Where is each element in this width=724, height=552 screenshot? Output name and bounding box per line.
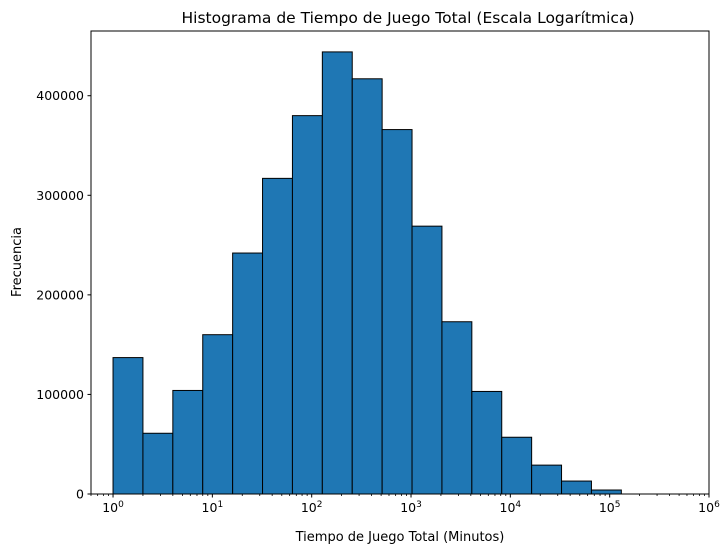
histogram-bar [202, 334, 234, 495]
y-tick-label: 0 [76, 487, 84, 502]
y-tick-label: 200000 [36, 287, 84, 302]
x-tick-exponent: 3 [416, 500, 422, 510]
x-tick-label: 101 [202, 500, 224, 515]
histogram-bar [411, 225, 443, 495]
x-tick-label: 104 [500, 500, 522, 515]
y-tick-label: 300000 [36, 188, 84, 203]
x-tick-base: 10 [698, 500, 714, 515]
histogram-bar [351, 78, 383, 495]
x-tick-exponent: 1 [217, 500, 223, 510]
histogram-bar [381, 129, 413, 495]
x-tick-base: 10 [301, 500, 317, 515]
histogram-bar [112, 357, 144, 495]
x-tick-base: 10 [102, 500, 118, 515]
plot-frame [90, 30, 710, 495]
x-tick-exponent: 5 [615, 500, 621, 510]
chart-title: Histograma de Tiempo de Juego Total (Esc… [181, 9, 634, 27]
histogram-bar [531, 464, 563, 495]
x-tick-label: 102 [301, 500, 323, 515]
x-tick-base: 10 [400, 500, 416, 515]
histogram-bar [441, 321, 473, 495]
x-axis-label: Tiempo de Juego Total (Minutos) [295, 530, 505, 545]
histogram-bar [172, 389, 204, 495]
x-tick-base: 10 [500, 500, 516, 515]
x-tick-exponent: 4 [515, 500, 521, 510]
y-axis-label: Frecuencia [10, 227, 25, 297]
histogram-bar [232, 252, 264, 495]
histogram-bar [501, 436, 533, 495]
x-tick-label: 100 [102, 500, 124, 515]
histogram-bar [471, 390, 503, 495]
histogram-bar [561, 480, 592, 495]
bars-layer [112, 51, 622, 495]
x-tick-base: 10 [599, 500, 615, 515]
x-tick-exponent: 6 [714, 500, 720, 510]
y-tick-label: 400000 [36, 88, 84, 103]
x-tick-exponent: 0 [118, 500, 124, 510]
histogram-bar [321, 51, 353, 495]
x-tick-label: 106 [698, 500, 720, 515]
histogram-bar [590, 489, 622, 495]
histogram-bar [262, 177, 293, 495]
x-tick-label: 105 [599, 500, 621, 515]
x-axis: 100 101 102 103 104 105 106 [90, 494, 720, 515]
histogram-bar [291, 115, 323, 495]
y-axis: 0 100000 200000 300000 400000 [36, 88, 91, 502]
x-tick-exponent: 2 [317, 500, 323, 510]
histogram-bar [142, 432, 174, 495]
y-tick-label: 100000 [36, 387, 84, 402]
x-tick-base: 10 [202, 500, 218, 515]
x-tick-label: 103 [400, 500, 422, 515]
